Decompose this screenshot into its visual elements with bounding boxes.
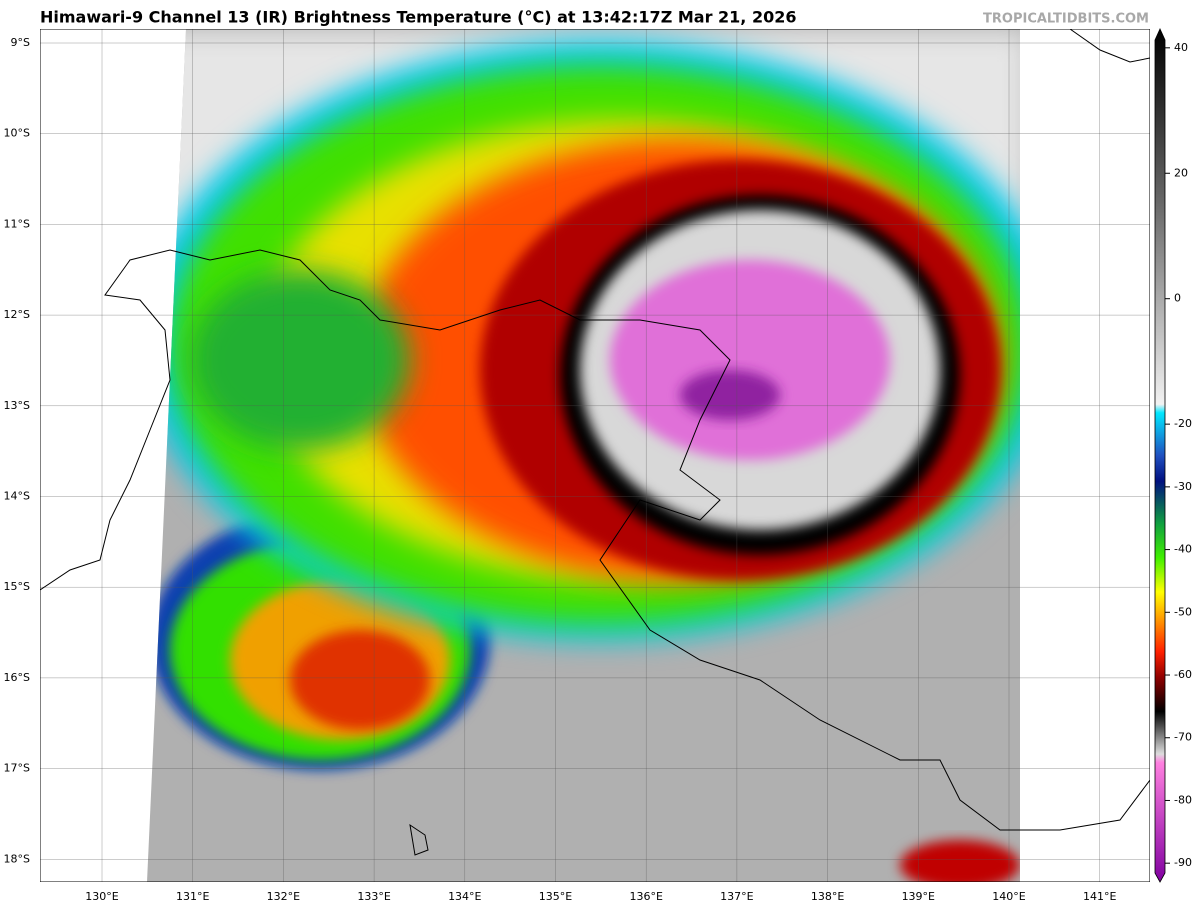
lat-label: 17°S (4, 762, 30, 775)
title: Himawari-9 Channel 13 (IR) Brightness Te… (40, 8, 796, 27)
colorbar-tick-label: -60 (1174, 668, 1192, 681)
colorbar-tick-label: -40 (1174, 543, 1192, 556)
colorbar-tick-label: -90 (1174, 856, 1192, 869)
colorbar-tick-label: -70 (1174, 731, 1192, 744)
lon-label: 136°E (629, 890, 662, 903)
lon-label: 133°E (357, 890, 390, 903)
coastline (40, 249, 1150, 831)
axis-labels: 9°S 10°S 11°S 12°S 13°S 14°S 15°S 16°S 17°S 18°S 1… (4, 36, 1117, 903)
lat-label: 16°S (4, 671, 30, 684)
coastline (1069, 29, 1150, 63)
colorbar-bar (1154, 28, 1166, 883)
island (409, 823, 429, 856)
lon-label: 141°E (1083, 890, 1116, 903)
lat-label: 13°S (4, 399, 30, 412)
lon-label: 135°E (539, 890, 572, 903)
lat-label: 14°S (4, 490, 30, 503)
lon-label: 139°E (902, 890, 935, 903)
colorbar-tick-label: -80 (1174, 793, 1192, 806)
lat-label: 10°S (4, 127, 30, 140)
lon-label: 138°E (811, 890, 844, 903)
lat-label: 9°S (11, 36, 30, 49)
graticule (40, 29, 1150, 882)
ir-imagery (147, 29, 1020, 882)
lon-label: 140°E (992, 890, 1025, 903)
colorbar-tick-label: -20 (1174, 417, 1192, 430)
colorbar-tick-label: 20 (1174, 166, 1188, 179)
colorbar: 40 20 0 -20 -30 -40 -50 -60 -70 -80 -90 (1154, 28, 1192, 883)
lat-label: 18°S (4, 852, 30, 865)
colorbar-tick-label: 40 (1174, 41, 1188, 54)
watermark: TROPICALTIDBITS.COM (983, 12, 1149, 27)
lon-label: 137°E (720, 890, 753, 903)
lat-label: 11°S (4, 217, 30, 230)
colorbar-tick-label: -30 (1174, 480, 1192, 493)
map (40, 29, 1150, 882)
lat-label: 12°S (4, 308, 30, 321)
lon-label: 134°E (448, 890, 481, 903)
lat-label: 15°S (4, 580, 30, 593)
lon-label: 132°E (267, 890, 300, 903)
coastlines (40, 29, 1150, 856)
lon-label: 130°E (85, 890, 118, 903)
colorbar-tick-label: -50 (1174, 605, 1192, 618)
colorbar-tick-label: 0 (1174, 292, 1181, 305)
lon-label: 131°E (176, 890, 209, 903)
